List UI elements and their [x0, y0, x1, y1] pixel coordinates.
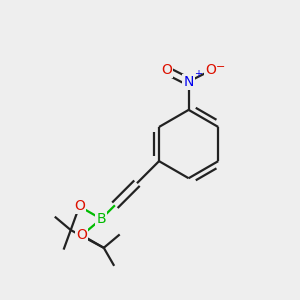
Text: O: O [206, 63, 216, 77]
Text: B: B [96, 212, 106, 226]
Text: N: N [184, 75, 194, 88]
Text: O: O [161, 63, 172, 77]
Text: −: − [216, 62, 225, 72]
Text: O: O [76, 228, 87, 242]
Text: +: + [194, 69, 202, 79]
Text: O: O [74, 199, 85, 213]
